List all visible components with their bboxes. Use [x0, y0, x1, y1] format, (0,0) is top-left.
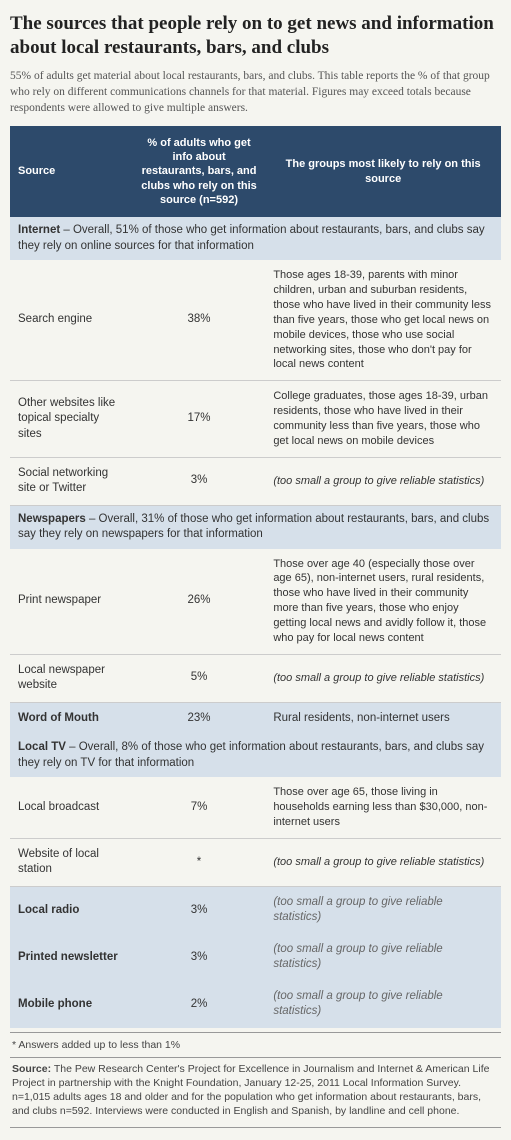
table-row: Website of local station*(too small a gr… [10, 838, 501, 886]
cell-groups: (too small a group to give reliable stat… [265, 654, 501, 702]
cell-source: Word of Mouth [10, 702, 133, 734]
standalone-row: Printed newsletter3%(too small a group t… [10, 934, 501, 981]
section-heading-row: Local TV – Overall, 8% of those who get … [10, 734, 501, 777]
col-header-pct: % of adults who get info about restauran… [133, 126, 266, 217]
table-row: Search engine38%Those ages 18-39, parent… [10, 260, 501, 380]
cell-groups: College graduates, those ages 18-39, urb… [265, 381, 501, 457]
cell-groups: Rural residents, non-internet users [265, 702, 501, 734]
section-heading-cell: Newspapers – Overall, 31% of those who g… [10, 505, 501, 549]
cell-source: Print newspaper [10, 549, 133, 655]
cell-groups: Those ages 18-39, parents with minor chi… [265, 260, 501, 380]
section-heading-row: Newspapers – Overall, 31% of those who g… [10, 505, 501, 549]
table-body: Internet – Overall, 51% of those who get… [10, 217, 501, 1028]
section-label: Internet [18, 224, 60, 236]
section-desc: – Overall, 31% of those who get informat… [18, 513, 489, 541]
cell-pct: 17% [133, 381, 266, 457]
section-heading-cell: Local TV – Overall, 8% of those who get … [10, 734, 501, 777]
cell-groups: Those over age 65, those living in house… [265, 777, 501, 838]
footnote: * Answers added up to less than 1% [10, 1032, 501, 1053]
section-desc: – Overall, 8% of those who get informati… [18, 741, 484, 769]
cell-pct: 23% [133, 702, 266, 734]
report-container: The sources that people rely on to get n… [0, 0, 511, 1140]
section-desc: – Overall, 51% of those who get informat… [18, 224, 485, 252]
cell-pct: 26% [133, 549, 266, 655]
table-row: Other websites like topical specialty si… [10, 381, 501, 457]
source-text: The Pew Research Center's Project for Ex… [12, 1063, 489, 1118]
cell-source: Search engine [10, 260, 133, 380]
cell-groups: (too small a group to give reliable stat… [265, 886, 501, 934]
cell-source: Other websites like topical specialty si… [10, 381, 133, 457]
table-header-row: Source % of adults who get info about re… [10, 126, 501, 217]
section-heading-cell: Internet – Overall, 51% of those who get… [10, 217, 501, 260]
cell-pct: 5% [133, 654, 266, 702]
cell-source: Website of local station [10, 838, 133, 886]
standalone-row: Mobile phone2%(too small a group to give… [10, 981, 501, 1028]
cell-groups: (too small a group to give reliable stat… [265, 934, 501, 981]
cell-groups: Those over age 40 (especially those over… [265, 549, 501, 655]
cell-source: Printed newsletter [10, 934, 133, 981]
cell-source: Local broadcast [10, 777, 133, 838]
cell-groups: (too small a group to give reliable stat… [265, 838, 501, 886]
report-subtitle: 55% of adults get material about local r… [10, 68, 501, 116]
table-row: Print newspaper26%Those over age 40 (esp… [10, 549, 501, 655]
table-row: Local newspaper website5%(too small a gr… [10, 654, 501, 702]
table-row: Social networking site or Twitter3%(too … [10, 457, 501, 505]
cell-pct: * [133, 838, 266, 886]
cell-groups: (too small a group to give reliable stat… [265, 457, 501, 505]
standalone-row: Word of Mouth23%Rural residents, non-int… [10, 702, 501, 734]
cell-pct: 3% [133, 886, 266, 934]
cell-pct: 38% [133, 260, 266, 380]
data-table: Source % of adults who get info about re… [10, 126, 501, 1028]
cell-source: Local newspaper website [10, 654, 133, 702]
section-heading-row: Internet – Overall, 51% of those who get… [10, 217, 501, 260]
cell-pct: 3% [133, 934, 266, 981]
cell-groups: (too small a group to give reliable stat… [265, 981, 501, 1028]
report-title: The sources that people rely on to get n… [10, 12, 501, 60]
cell-source: Local radio [10, 886, 133, 934]
cell-source: Social networking site or Twitter [10, 457, 133, 505]
table-row: Local broadcast7%Those over age 65, thos… [10, 777, 501, 838]
section-label: Local TV [18, 741, 66, 753]
cell-pct: 7% [133, 777, 266, 838]
col-header-groups: The groups most likely to rely on this s… [265, 126, 501, 217]
source-note: Source: The Pew Research Center's Projec… [10, 1057, 501, 1128]
section-label: Newspapers [18, 513, 86, 525]
col-header-source: Source [10, 126, 133, 217]
source-label: Source: [12, 1063, 51, 1075]
cell-pct: 2% [133, 981, 266, 1028]
cell-source: Mobile phone [10, 981, 133, 1028]
standalone-row: Local radio3%(too small a group to give … [10, 886, 501, 934]
cell-pct: 3% [133, 457, 266, 505]
